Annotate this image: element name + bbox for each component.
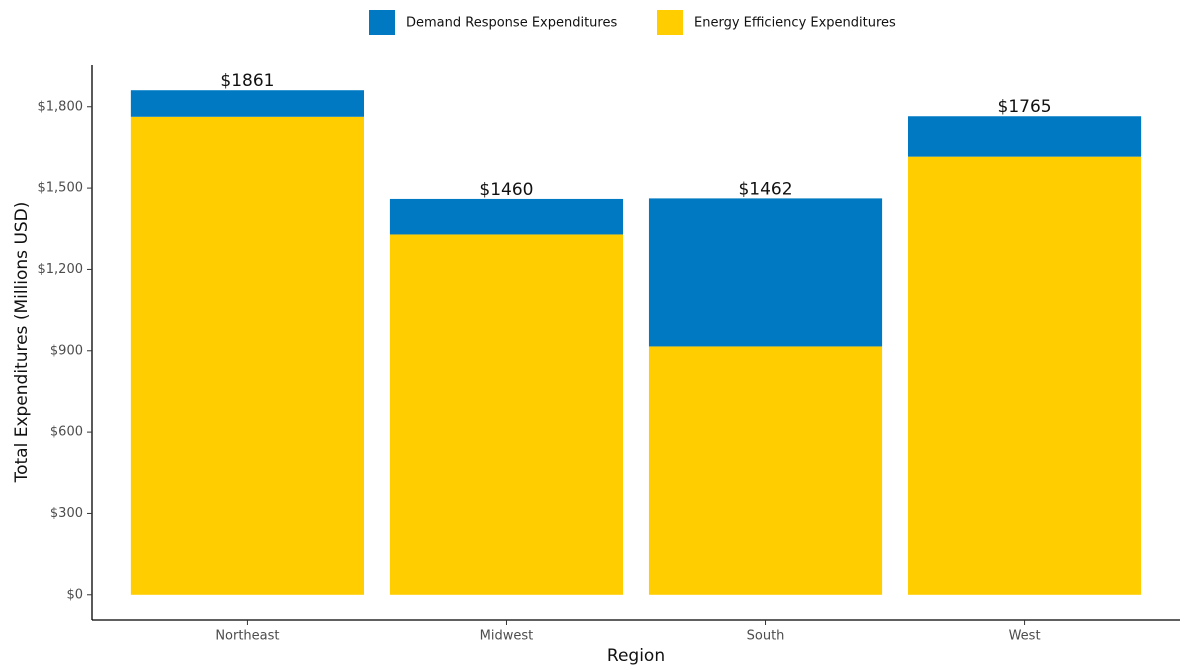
x-tick-label: West — [1009, 629, 1041, 644]
y-tick-label: $1,800 — [38, 99, 84, 114]
legend-label: Demand Response Expenditures — [406, 16, 617, 31]
x-tick-label: Northeast — [215, 629, 279, 644]
bar-segment — [130, 116, 364, 595]
legend-label: Energy Efficiency Expenditures — [694, 16, 896, 31]
y-tick-label: $600 — [50, 425, 83, 440]
bar-segment — [389, 234, 624, 595]
total-label: $1462 — [738, 179, 792, 199]
total-label: $1460 — [479, 180, 533, 200]
y-tick-label: $900 — [50, 343, 83, 358]
bar-segment — [648, 346, 883, 595]
y-tick-label: $1,500 — [38, 181, 84, 196]
y-tick-label: $0 — [66, 587, 83, 602]
bar-segment — [908, 116, 1142, 157]
bar-segment — [908, 156, 1142, 595]
y-tick-label: $300 — [50, 506, 83, 521]
total-label: $1861 — [220, 71, 274, 91]
legend-swatch — [369, 10, 395, 35]
bar-segment — [130, 90, 364, 117]
x-tick-label: South — [747, 629, 785, 644]
y-axis-title: Total Expenditures (Millions USD) — [12, 202, 32, 484]
x-tick-label: Midwest — [480, 629, 534, 644]
total-label: $1765 — [998, 97, 1052, 117]
bar-segment — [648, 198, 883, 347]
x-axis-title: Region — [607, 646, 665, 666]
y-tick-label: $1,200 — [38, 262, 84, 277]
legend-swatch — [657, 10, 683, 35]
bar-segment — [389, 198, 624, 235]
